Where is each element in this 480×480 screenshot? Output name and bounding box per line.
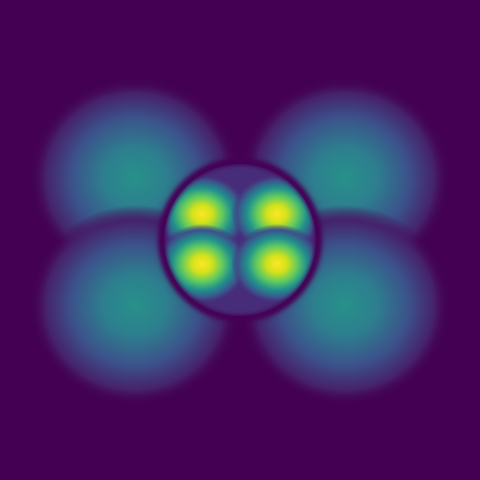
page: (() => { const data = JSON.parse(documen… — [0, 0, 480, 480]
orbital-image — [0, 0, 480, 480]
